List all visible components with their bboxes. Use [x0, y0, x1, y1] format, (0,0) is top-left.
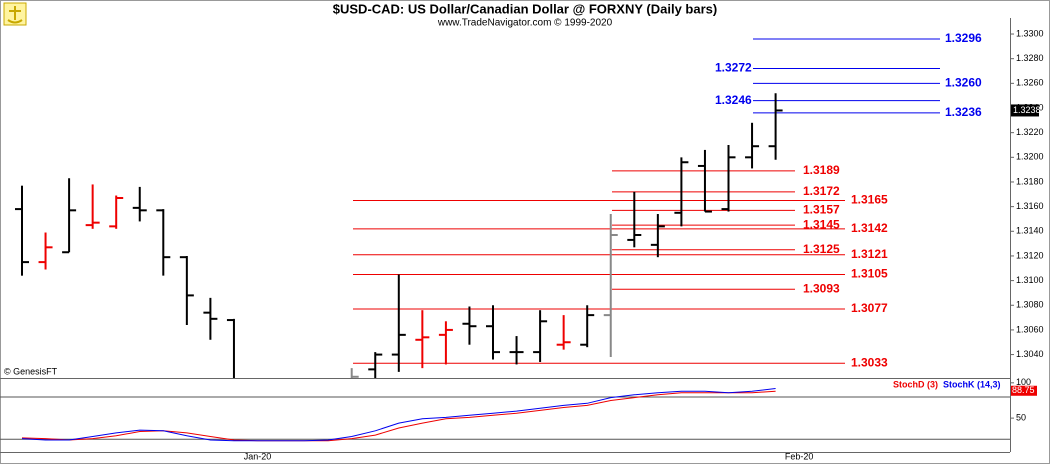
level-label: 1.3246	[715, 93, 752, 107]
level-label: 1.3093	[803, 281, 840, 295]
y-tick-label: 1.3280	[1016, 53, 1044, 63]
y-tick-label: 1.3120	[1016, 250, 1044, 260]
stoch-line	[21, 388, 776, 442]
level-label: 1.3105	[851, 267, 888, 281]
level-label: 1.3165	[851, 193, 888, 207]
level-label: 1.3172	[803, 184, 840, 198]
credit: © GenesisFT	[4, 366, 58, 376]
y-tick-label: 1.3180	[1016, 176, 1044, 186]
y-tick-label: 1.3080	[1016, 300, 1044, 310]
y-tick-label: 1.3040	[1016, 349, 1044, 359]
stoch-last-label: 88.75	[1012, 385, 1035, 395]
stoch-last-box	[1011, 385, 1037, 396]
x-tick-label: Jan-20	[244, 451, 272, 461]
y-tick-label: 1.3160	[1016, 201, 1044, 211]
y-tick-label: 1.3300	[1016, 28, 1044, 38]
level-label: 1.3189	[803, 163, 840, 177]
y-tick-label: 1.3060	[1016, 324, 1044, 334]
y-tick-label: 1.3100	[1016, 275, 1044, 285]
stoch-line	[21, 390, 776, 442]
legend-entry: StochK (14,3)	[943, 379, 1001, 389]
level-label: 1.3142	[851, 221, 888, 235]
level-label: 1.3272	[715, 61, 752, 75]
legend-entry: StochD (3)	[893, 379, 938, 389]
x-tick-label: Feb-20	[785, 451, 814, 461]
chart-subtitle: www.TradeNavigator.com © 1999-2020	[437, 18, 613, 29]
level-label: 1.3121	[851, 247, 888, 261]
level-label: 1.3145	[803, 217, 840, 231]
level-label: 1.3236	[945, 105, 982, 119]
price-panel	[15, 38, 940, 378]
y-tick-label: 50	[1016, 412, 1026, 422]
level-label: 1.3157	[803, 203, 840, 217]
last-price-label: 1.3238	[1013, 105, 1041, 115]
y-tick-label: 100	[1016, 377, 1031, 387]
level-label: 1.3077	[851, 301, 888, 315]
y-tick-label: 1.3140	[1016, 226, 1044, 236]
level-label: 1.3033	[851, 355, 888, 369]
y-tick-label: 1.3200	[1016, 152, 1044, 162]
logo	[3, 2, 27, 26]
level-label: 1.3125	[803, 242, 840, 256]
chart-title: $USD-CAD: US Dollar/Canadian Dollar @ FO…	[333, 1, 717, 16]
y-tick-label: 1.3220	[1016, 127, 1044, 137]
last-price-box	[1011, 104, 1039, 117]
level-label: 1.3260	[945, 76, 982, 90]
level-label: 1.3296	[945, 31, 982, 45]
y-tick-label: 1.3260	[1016, 78, 1044, 88]
